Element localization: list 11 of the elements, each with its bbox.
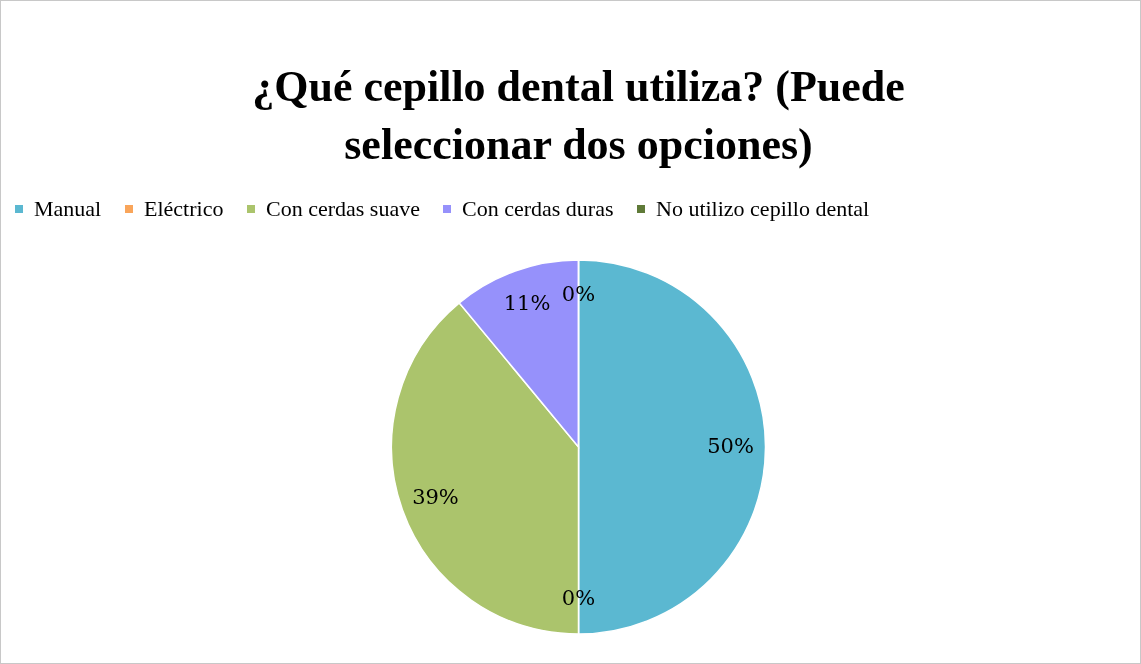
chart-title: ¿Qué cepillo dental utiliza? (Puede seleccionar dos opciones) — [252, 62, 905, 169]
data-label: 11% — [503, 290, 551, 315]
legend-label: Eléctrico — [144, 196, 224, 221]
legend-label: Con cerdas duras — [462, 196, 614, 221]
text: 0% — [561, 282, 596, 306]
legend-label: No utilizo cepillo dental — [656, 196, 870, 221]
text: 0% — [561, 586, 596, 610]
legend-label: Con cerdas suave — [266, 196, 420, 221]
data-label: 39% — [412, 485, 459, 510]
legend-label: Manual — [34, 196, 102, 221]
data-label: 50% — [707, 434, 754, 458]
